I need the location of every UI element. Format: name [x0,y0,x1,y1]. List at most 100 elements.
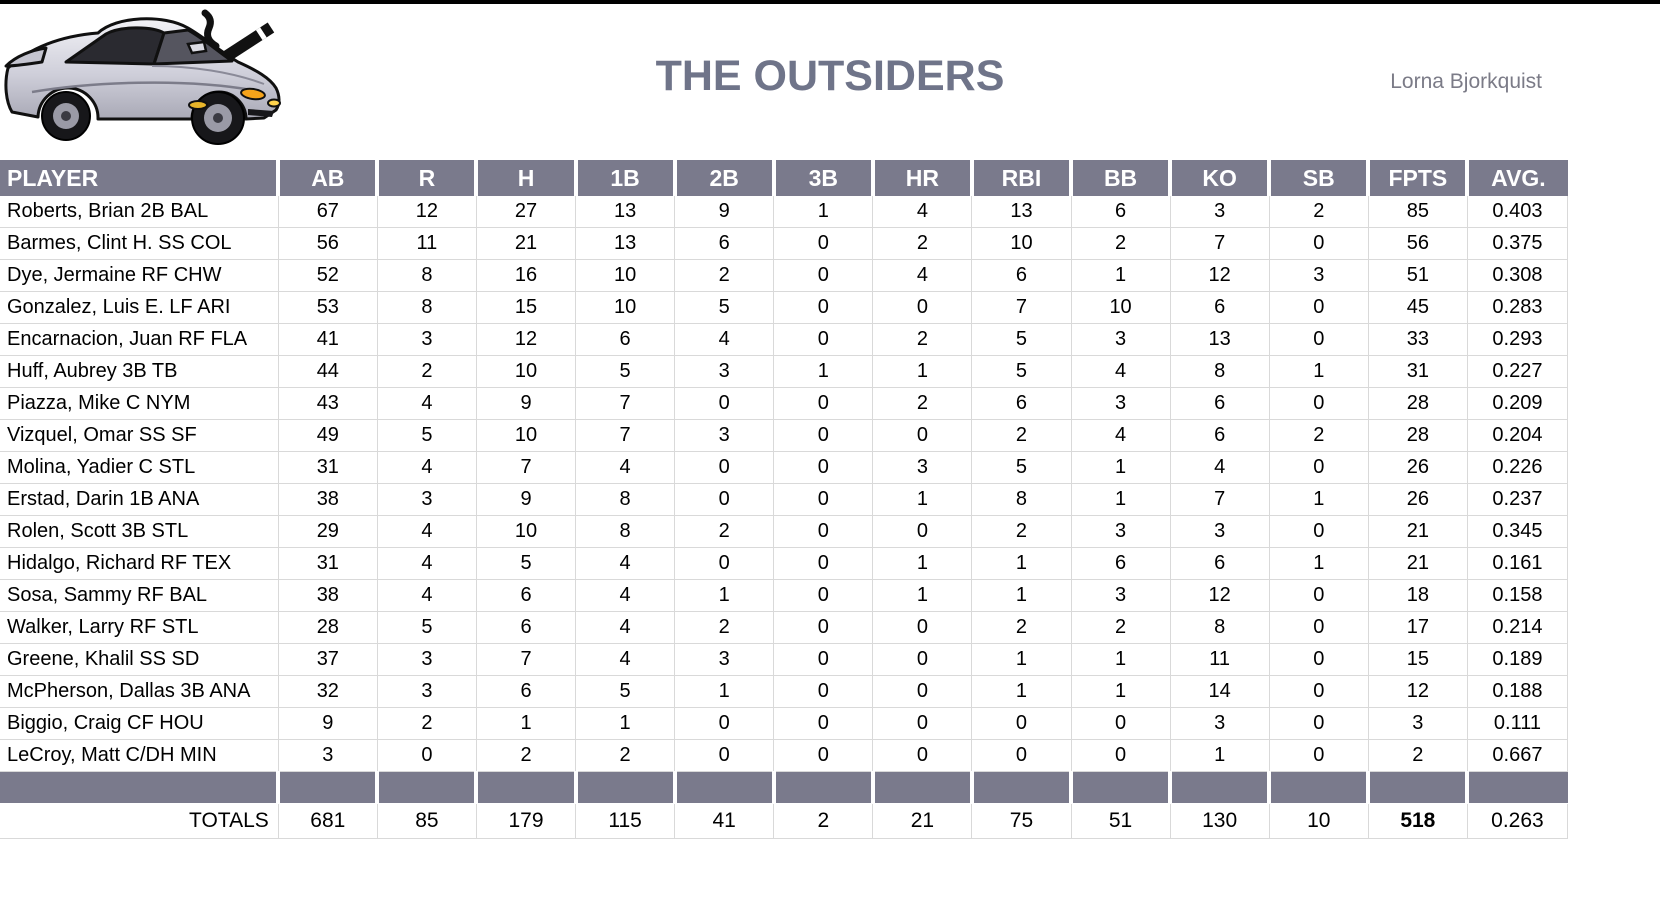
stat-cell: 8 [971,483,1072,516]
stat-cell: 3 [1071,515,1171,548]
separator-cell [575,771,677,804]
stat-cell: 3 [1071,387,1171,420]
stat-cell: 15 [1368,643,1468,676]
stat-cell: 2 [575,739,676,772]
stat-cell: 28 [1368,387,1468,420]
stat-cell: 2 [674,515,775,548]
stat-cell: 0.189 [1467,643,1569,676]
stat-cell: 6 [476,579,577,612]
stat-cell: 6 [674,227,775,260]
stat-cell: 31 [278,451,378,484]
stat-cell: 8 [1170,355,1270,388]
player-cell: Erstad, Darin 1B ANA [0,483,279,516]
total-cell: 51 [1071,803,1171,839]
table-row: Greene, Khalil SS SD 37 3 7 4 3 0 0 1 1 11 0 15 0.189 [0,643,1569,676]
stat-cell: 4 [674,323,775,356]
stat-cell: 0 [872,707,973,740]
stat-cell: 0 [773,707,874,740]
stat-cell: 11 [377,227,477,260]
top-border [0,0,1660,4]
car-icon [4,9,281,145]
stat-cell: 1 [1071,259,1171,292]
stat-cell: 0 [1269,675,1369,708]
stat-cell: 3 [377,643,477,676]
stat-cell: 1 [872,547,973,580]
stat-cell: 0 [674,387,775,420]
stat-cell: 53 [278,291,378,324]
stat-cell: 8 [575,483,676,516]
page-title: THE OUTSIDERS [655,52,1005,100]
stat-cell: 8 [1170,611,1270,644]
total-cell: 130 [1170,803,1270,839]
stat-cell: 1 [476,707,577,740]
stat-cell: 12 [476,323,577,356]
stat-cell: 41 [278,323,378,356]
stat-cell: 2 [674,259,775,292]
stat-cell: 5 [575,355,676,388]
stat-cell: 0 [971,739,1072,772]
stat-cell: 0 [872,419,973,452]
stat-cell: 3 [377,483,477,516]
total-cell: 179 [476,803,577,839]
stat-cell: 5 [971,451,1072,484]
stat-cell: 0 [377,739,477,772]
separator-cell [971,771,1074,804]
player-cell: LeCroy, Matt C/DH MIN [0,739,279,772]
stat-cell: 0 [872,739,973,772]
stat-cell: 0 [1269,611,1369,644]
stat-cell: 37 [278,643,378,676]
stat-cell: 27 [476,196,577,228]
stat-cell: 9 [674,196,775,228]
stat-cell: 1 [971,579,1072,612]
stat-cell: 26 [1368,483,1468,516]
stat-cell: 18 [1368,579,1468,612]
column-header: RBI [971,160,1074,196]
owner-name: Lorna Bjorkquist [1390,70,1542,93]
stat-cell: 0 [1269,707,1369,740]
total-cell: 0.263 [1467,803,1569,839]
stat-cell: 0 [1269,291,1369,324]
stat-cell: 6 [971,259,1072,292]
stat-cell: 0 [1269,739,1369,772]
stat-cell: 0 [1071,707,1171,740]
table-row: Barmes, Clint H. SS COL 56 11 21 13 6 0 2 10 2 7 0 5… [0,227,1569,260]
stat-cell: 2 [1269,419,1369,452]
stat-cell: 1 [773,196,874,228]
stat-cell: 85 [1368,196,1468,228]
stat-cell: 56 [278,227,378,260]
table-row: Walker, Larry RF STL 28 5 6 4 2 0 0 2 2 8 0 17 0.214 [0,611,1569,644]
stat-cell: 0.375 [1467,227,1569,260]
column-header: KO [1170,160,1272,196]
stat-cell: 21 [1368,547,1468,580]
stat-cell: 31 [1368,355,1468,388]
stat-cell: 2 [872,387,973,420]
stat-cell: 2 [1269,196,1369,228]
stat-cell: 3 [1071,579,1171,612]
table-row: McPherson, Dallas 3B ANA 32 3 6 5 1 0 0 1 1 14 0 12 0… [0,675,1569,708]
stat-cell: 0 [773,227,874,260]
stat-cell: 0 [773,483,874,516]
player-cell: Roberts, Brian 2B BAL [0,196,279,228]
separator-cell [773,771,875,804]
stat-cell: 12 [377,196,477,228]
separator-cell [0,771,281,804]
stat-cell: 3 [1071,323,1171,356]
stat-cell: 4 [377,515,477,548]
stat-cell: 15 [476,291,577,324]
stat-cell: 1 [971,643,1072,676]
stat-cell: 6 [1170,291,1270,324]
stat-cell: 51 [1368,259,1468,292]
stat-cell: 0 [872,291,973,324]
separator-cell [1368,771,1470,804]
stat-cell: 3 [377,323,477,356]
stat-cell: 0 [971,707,1072,740]
stat-cell: 1 [674,675,775,708]
column-header: BB [1071,160,1173,196]
stat-cell: 43 [278,387,378,420]
stat-cell: 0 [872,643,973,676]
stat-cell: 6 [476,611,577,644]
stat-cell: 0 [773,739,874,772]
stat-cell: 3 [674,643,775,676]
stat-cell: 29 [278,515,378,548]
separator-cell [1071,771,1173,804]
